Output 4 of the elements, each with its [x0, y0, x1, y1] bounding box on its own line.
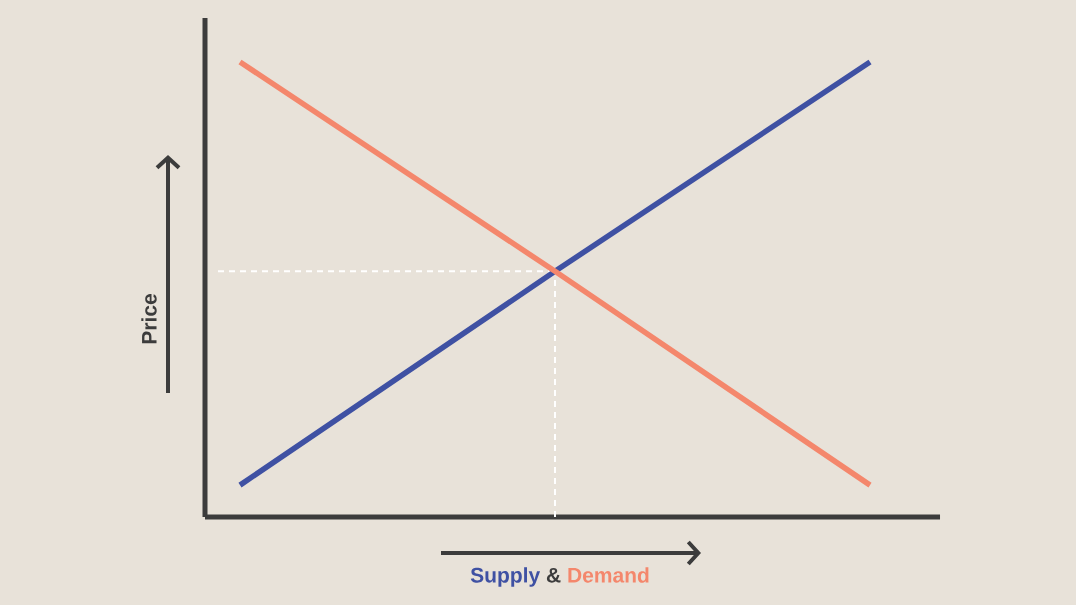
y-axis-title: Price: [141, 294, 157, 344]
x-axis-title: &: [546, 567, 561, 583]
text: Supply: [470, 567, 541, 587]
text: Demand: [568, 567, 649, 583]
